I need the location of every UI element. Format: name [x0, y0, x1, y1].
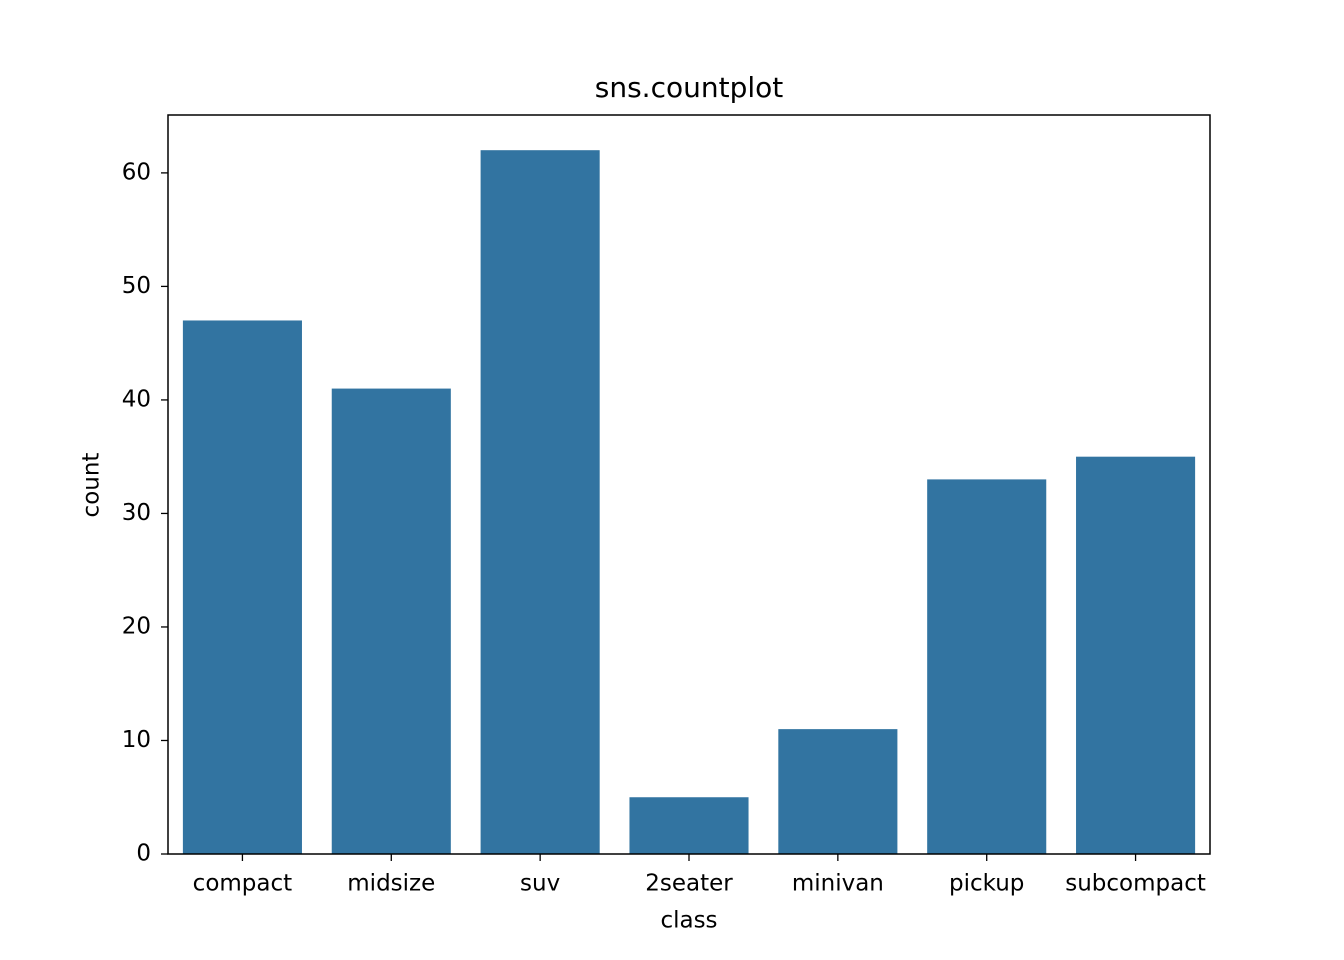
x-tick-label: midsize — [347, 871, 435, 897]
x-tick-label: suv — [520, 871, 560, 897]
y-tick-label: 40 — [122, 386, 151, 412]
y-tick-label: 30 — [122, 500, 151, 526]
y-tick-label: 20 — [122, 613, 151, 639]
x-tick-label: 2seater — [645, 871, 733, 897]
bar — [182, 320, 302, 854]
bar — [1076, 456, 1196, 854]
x-tick-label: subcompact — [1065, 871, 1206, 897]
bar — [778, 729, 898, 854]
bar — [480, 150, 600, 854]
chart-title: sns.countplot — [595, 71, 784, 104]
bar — [629, 797, 749, 854]
x-tick-label: minivan — [792, 871, 884, 897]
x-tick-label: compact — [193, 871, 292, 897]
y-tick-label: 60 — [122, 159, 151, 185]
plot-frame — [167, 114, 1211, 855]
x-tick-label: pickup — [949, 871, 1024, 897]
x-axis-label: class — [660, 908, 717, 934]
y-tick-label: 50 — [122, 273, 151, 299]
y-tick-label: 10 — [122, 727, 151, 753]
y-tick-label: 0 — [136, 841, 151, 867]
y-axis-label: count — [79, 453, 105, 518]
bar — [927, 479, 1047, 854]
bar — [331, 388, 451, 854]
